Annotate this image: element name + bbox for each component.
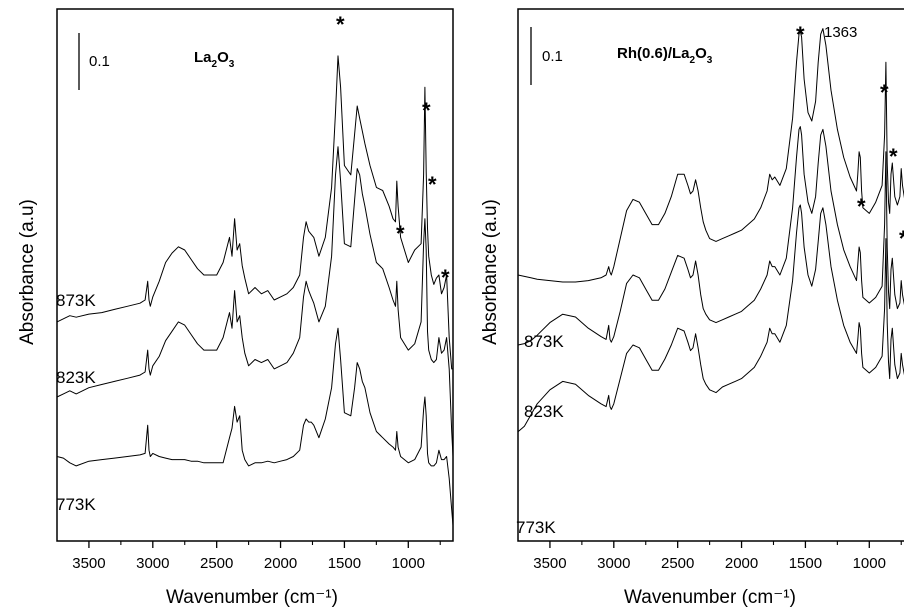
- spectrum-line-823k: [517, 126, 904, 346]
- x-tick-label: 1500: [328, 555, 361, 572]
- x-tick-label: 3000: [597, 555, 630, 572]
- chart-panel-la2o3: 3500 3000 2500 2000 1500 1000 0.1 La2O3 * * *…: [17, 8, 454, 608]
- x-axis-title: Wavenumber (cm⁻¹): [624, 587, 796, 608]
- series-label-873k: 873K: [56, 291, 96, 310]
- plot-frame: [56, 8, 454, 542]
- peak-marker: *: [396, 221, 405, 246]
- series-layer: [517, 28, 904, 433]
- series-label-823k: 823K: [524, 402, 564, 421]
- y-axis-title: Absorbance (a.u): [17, 199, 38, 345]
- x-tick-label: 1000: [853, 555, 886, 572]
- x-tick-label: 2000: [264, 555, 297, 572]
- scale-bar-label: 0.1: [89, 53, 110, 70]
- spectrum-line-773k: [56, 327, 454, 526]
- peak-marker: *: [880, 80, 889, 105]
- peak-marker: *: [428, 172, 437, 197]
- spectrum-line-823k: [56, 146, 454, 457]
- sample-label: Rh(0.6)/La2O3: [617, 45, 713, 66]
- x-tick-layer: 3500 3000 2500 2000 1500 1000: [533, 541, 902, 572]
- peak-marker: *: [899, 226, 904, 251]
- peak-marker: *: [422, 98, 431, 123]
- series-label-773k: 773K: [516, 518, 556, 537]
- scale-bar-label: 0.1: [542, 48, 563, 65]
- series-layer: [56, 55, 454, 526]
- series-label-773k: 773K: [56, 495, 96, 514]
- y-axis-title: Absorbance (a.u): [480, 199, 501, 345]
- x-tick-label: 3500: [72, 555, 105, 572]
- peak-marker: *: [441, 265, 450, 290]
- peak-marker: *: [889, 144, 898, 169]
- peak-marker: *: [857, 194, 866, 219]
- spectrum-line-873k: [56, 55, 453, 370]
- series-label-873k: 873K: [524, 332, 564, 351]
- spectrum-line-773k: [517, 204, 904, 433]
- x-tick-label: 2500: [200, 555, 233, 572]
- chart-panel-rh-la2o3: 3500 3000 2500 2000 1500 1000 0.1 Rh(0.6)/La2…: [480, 8, 904, 608]
- x-tick-label: 1000: [392, 555, 425, 572]
- plot-frame: [517, 8, 904, 542]
- sample-label: La2O3: [194, 49, 235, 70]
- peak-position-label: 1363: [824, 24, 857, 41]
- x-tick-label: 2500: [661, 555, 694, 572]
- x-tick-label: 2000: [725, 555, 758, 572]
- x-tick-layer: 3500 3000 2500 2000 1500 1000: [72, 541, 441, 572]
- x-tick-label: 3000: [136, 555, 169, 572]
- peak-marker: *: [796, 22, 805, 47]
- spectrum-line-873k: [517, 28, 904, 283]
- peak-marker: *: [336, 12, 345, 37]
- x-axis-title: Wavenumber (cm⁻¹): [166, 587, 338, 608]
- x-tick-label: 3500: [533, 555, 566, 572]
- series-label-823k: 823K: [56, 368, 96, 387]
- x-tick-label: 1500: [789, 555, 822, 572]
